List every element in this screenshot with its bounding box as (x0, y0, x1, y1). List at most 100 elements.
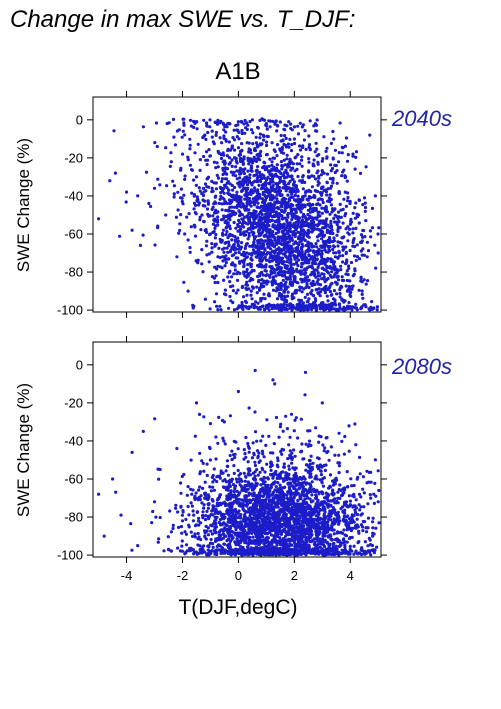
data-point (197, 186, 201, 190)
data-point (230, 158, 234, 162)
data-point (238, 228, 242, 232)
data-point (214, 224, 218, 228)
data-point (220, 141, 224, 145)
data-point (313, 216, 317, 220)
data-point (263, 165, 267, 169)
data-point (329, 184, 333, 188)
data-point (252, 237, 257, 241)
data-point (206, 130, 210, 135)
data-point (315, 245, 319, 249)
data-point (374, 526, 378, 530)
data-point (223, 442, 227, 446)
data-point (308, 248, 312, 252)
data-point (266, 258, 270, 262)
data-point (218, 136, 222, 140)
data-point (277, 222, 282, 226)
data-point (226, 215, 230, 219)
data-point (261, 273, 265, 277)
data-point (192, 178, 196, 182)
data-point (343, 190, 347, 194)
data-point (215, 161, 219, 165)
data-point (157, 477, 161, 481)
data-point (303, 370, 308, 374)
data-point (188, 246, 192, 250)
data-point (203, 518, 208, 522)
data-point (260, 278, 264, 282)
data-point (284, 189, 288, 193)
data-point (292, 429, 296, 433)
data-point (202, 154, 206, 159)
data-point (312, 227, 316, 232)
data-point (298, 285, 302, 289)
data-point (270, 281, 274, 285)
data-point (237, 244, 241, 248)
data-point (289, 230, 293, 234)
data-point (286, 303, 290, 308)
data-point (243, 118, 247, 123)
data-point (305, 292, 310, 296)
data-point (221, 121, 225, 125)
data-point (292, 198, 297, 202)
data-point (233, 148, 237, 152)
data-point (232, 244, 236, 248)
data-point (332, 307, 336, 311)
data-point (316, 227, 320, 231)
data-point (224, 240, 228, 245)
data-point (194, 183, 198, 187)
data-point (304, 271, 308, 275)
data-point (331, 240, 335, 244)
data-point (224, 233, 228, 237)
data-point (282, 242, 286, 246)
data-point (251, 233, 255, 237)
data-point (272, 271, 276, 275)
data-point (346, 231, 350, 235)
data-point (233, 196, 237, 200)
data-point (293, 232, 298, 236)
data-point (235, 161, 239, 165)
data-point (224, 208, 228, 212)
data-point (169, 530, 173, 534)
data-point (350, 308, 354, 312)
data-point (232, 205, 236, 209)
data-point (318, 260, 322, 264)
data-point (248, 119, 252, 124)
data-point (274, 281, 278, 286)
data-point (186, 289, 190, 293)
data-point (322, 268, 326, 272)
data-point (97, 492, 101, 496)
data-point (225, 172, 229, 176)
data-point (201, 486, 205, 490)
data-point (265, 462, 269, 466)
data-point (255, 291, 259, 295)
data-point (314, 308, 318, 312)
data-point (236, 256, 240, 260)
data-point (256, 175, 260, 179)
data-point (295, 162, 299, 166)
data-point (205, 121, 209, 125)
data-point (361, 487, 365, 491)
data-point (330, 228, 334, 232)
data-point (300, 180, 304, 185)
data-point (304, 223, 308, 228)
data-point (157, 537, 161, 541)
data-point (212, 160, 216, 164)
data-point (328, 240, 332, 244)
data-point (230, 164, 234, 168)
data-point (277, 273, 281, 277)
data-point (242, 171, 246, 176)
data-point (237, 260, 242, 264)
data-point (293, 193, 297, 197)
data-point (327, 458, 331, 462)
y-tick-label: -20 (64, 150, 83, 165)
data-point (288, 198, 292, 202)
data-point (260, 449, 264, 453)
data-point (277, 288, 281, 292)
data-point (258, 211, 262, 215)
data-point (306, 229, 310, 233)
data-point (214, 208, 218, 212)
data-point (259, 297, 263, 301)
data-point (347, 288, 351, 292)
data-point (305, 197, 309, 201)
data-point (314, 177, 318, 181)
data-point (300, 250, 304, 254)
